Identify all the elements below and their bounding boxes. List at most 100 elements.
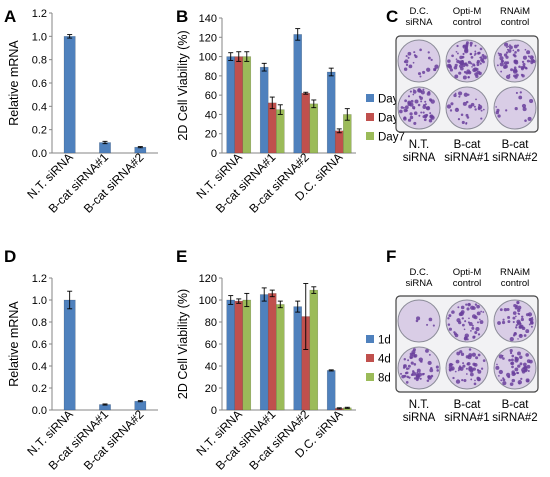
colony-dot <box>463 92 468 97</box>
colony-dot <box>469 52 473 56</box>
colony-dot <box>526 364 531 369</box>
y-tick-label: 80 <box>205 71 217 83</box>
colony-dot <box>413 51 416 54</box>
colony-dot <box>508 358 512 362</box>
colony-dot <box>461 379 464 382</box>
colony-dot <box>526 50 531 55</box>
colony-dot <box>465 113 469 117</box>
colony-dot <box>502 65 507 69</box>
colony-dot <box>476 304 480 309</box>
plate-bottom-label: siRNA#2 <box>492 152 537 164</box>
colony-dot <box>417 103 421 107</box>
colony-dot <box>409 90 412 93</box>
colony-dot <box>419 48 422 52</box>
colony-dot <box>417 372 423 377</box>
colony-dot <box>463 379 467 383</box>
colony-dot <box>401 374 405 379</box>
colony-dot <box>436 369 439 372</box>
colony-dot <box>471 326 475 330</box>
plate-top-label: D.C. <box>410 267 429 278</box>
colony-dot <box>520 377 523 380</box>
colony-dot <box>409 115 414 120</box>
colony-dot <box>423 114 428 118</box>
colony-dot <box>517 351 521 356</box>
colony-dot <box>432 324 435 327</box>
colony-dot <box>418 114 421 117</box>
colony-dot <box>471 324 474 327</box>
colony-dot <box>507 45 510 48</box>
y-tick-label: 0.6 <box>32 78 47 90</box>
legend-swatch <box>366 132 374 140</box>
well <box>445 86 489 130</box>
colony-dot <box>449 368 452 372</box>
colony-dot <box>403 108 408 113</box>
colony-dot <box>462 75 467 80</box>
colony-dot <box>518 326 521 329</box>
panel-label-c: C <box>386 7 398 26</box>
colony-dot <box>465 367 468 370</box>
colony-dot <box>406 375 410 379</box>
colony-dot <box>469 368 474 373</box>
colony-dot <box>459 366 464 371</box>
colony-dot <box>468 71 470 74</box>
colony-dot <box>480 56 483 59</box>
colony-dot <box>413 54 417 57</box>
colony-dot <box>497 321 501 325</box>
plate-bottom-label: siRNA#1 <box>444 152 489 164</box>
colony-dot <box>477 107 481 111</box>
colony-dot <box>502 381 507 386</box>
colony-dot <box>464 320 467 323</box>
colony-dot <box>410 373 414 377</box>
colony-dot <box>531 316 534 319</box>
colony-dot <box>474 330 478 335</box>
colony-dot <box>460 352 465 356</box>
bar <box>309 103 319 154</box>
colony-dot <box>521 315 524 318</box>
colony-dot <box>465 122 468 125</box>
colony-dot <box>413 363 417 366</box>
colony-dot <box>516 371 519 375</box>
colony-dot <box>413 111 418 115</box>
colony-dot <box>458 91 463 96</box>
colony-dot <box>474 44 477 47</box>
bar <box>234 56 244 154</box>
bar <box>226 299 235 411</box>
colony-dot <box>405 63 409 67</box>
colony-dot <box>422 88 425 91</box>
bar <box>326 71 336 154</box>
colony-dot <box>410 99 414 103</box>
colony-dot <box>512 316 516 320</box>
colony-dot <box>473 362 478 367</box>
colony-dot <box>514 51 517 54</box>
colony-dot <box>515 324 518 327</box>
colony-dot <box>509 351 513 355</box>
colony-dot <box>412 370 415 373</box>
colony-dot <box>471 314 477 319</box>
y-tick-label: 60 <box>205 90 217 102</box>
colony-dot <box>518 95 523 100</box>
colony-dot <box>428 317 433 322</box>
colony-dot <box>455 58 458 60</box>
colony-dot <box>496 64 499 67</box>
plate-bottom-label: B-cat <box>454 399 482 411</box>
bar <box>276 304 285 411</box>
colony-dot <box>506 307 510 312</box>
colony-dot <box>474 108 477 111</box>
colony-dot <box>505 51 509 54</box>
colony-dot <box>403 358 407 361</box>
colony-dot <box>459 350 463 354</box>
plate-bottom-label: siRNA#2 <box>492 412 537 424</box>
colony-dot <box>475 74 479 79</box>
colony-dot <box>519 91 522 94</box>
colony-dot <box>464 45 468 49</box>
colony-dot <box>514 356 519 362</box>
y-tick-label: 40 <box>205 361 217 373</box>
colony-dot <box>468 348 472 351</box>
colony-dot <box>468 321 473 326</box>
bar <box>259 294 269 411</box>
colony-dot <box>523 369 527 373</box>
colony-dot <box>511 354 515 358</box>
bar <box>234 300 244 411</box>
colony-dot <box>526 359 531 363</box>
